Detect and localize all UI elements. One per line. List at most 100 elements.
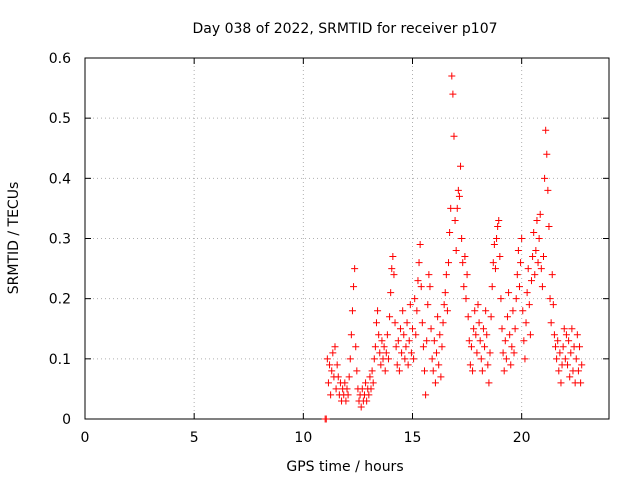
y-tick-label: 0.3 <box>49 232 71 248</box>
data-point <box>327 391 335 399</box>
data-point <box>545 222 553 230</box>
data-point <box>479 325 487 333</box>
data-point <box>547 319 555 327</box>
data-point <box>550 331 558 339</box>
data-point <box>458 235 466 242</box>
data-point <box>464 313 472 321</box>
data-point <box>346 355 354 363</box>
chart-title: Day 038 of 2022, SRMTID for receiver p10… <box>192 21 497 37</box>
data-point <box>529 253 537 261</box>
data-point <box>451 216 459 224</box>
data-point <box>393 361 401 369</box>
data-point <box>328 367 336 375</box>
data-point <box>412 331 420 339</box>
data-point <box>378 337 386 345</box>
data-point <box>472 331 480 339</box>
data-point <box>441 289 449 297</box>
data-point <box>333 361 341 369</box>
data-point <box>531 271 539 279</box>
data-point <box>567 349 575 357</box>
data-point <box>403 319 411 327</box>
data-point <box>434 313 442 321</box>
data-point <box>365 391 373 399</box>
data-point <box>392 343 400 351</box>
data-point <box>533 216 541 224</box>
data-point <box>484 361 492 369</box>
data-point <box>494 222 502 230</box>
data-point <box>526 331 534 339</box>
data-point <box>428 355 436 363</box>
data-point <box>447 204 455 212</box>
data-point <box>540 253 547 261</box>
data-point <box>514 247 522 255</box>
data-point <box>530 228 538 236</box>
data-point <box>425 271 433 279</box>
data-point <box>515 283 523 291</box>
data-point <box>471 307 479 315</box>
data-point <box>334 373 342 381</box>
data-point <box>351 265 359 273</box>
y-tick-label: 0 <box>62 412 71 428</box>
data-point <box>508 343 516 351</box>
data-point <box>374 307 382 315</box>
data-point <box>573 331 581 339</box>
data-point <box>568 325 576 333</box>
data-point <box>371 343 379 351</box>
data-point <box>421 367 429 375</box>
data-point <box>405 337 413 345</box>
data-point <box>331 343 339 351</box>
y-tick-label: 0.6 <box>49 51 71 67</box>
data-point <box>404 361 412 369</box>
data-point <box>519 307 527 315</box>
data-point <box>524 265 532 273</box>
data-point <box>453 204 461 212</box>
data-point <box>561 355 569 363</box>
data-point <box>497 295 505 303</box>
data-point <box>485 379 493 387</box>
data-point <box>398 349 406 357</box>
data-point <box>389 253 397 261</box>
data-point <box>557 379 565 387</box>
data-point <box>463 271 471 279</box>
data-point <box>572 355 580 363</box>
data-point <box>406 301 414 309</box>
data-point <box>564 361 572 369</box>
data-point <box>462 295 470 303</box>
data-point <box>422 391 430 399</box>
data-points <box>321 72 586 423</box>
data-point <box>489 259 497 267</box>
data-point <box>376 349 384 357</box>
data-point <box>416 241 424 249</box>
data-point <box>445 259 453 267</box>
data-point <box>449 90 457 98</box>
y-axis-label: SRMTID / TECUs <box>6 182 22 295</box>
data-point <box>386 313 394 321</box>
data-point <box>369 379 377 387</box>
axis-ticks <box>84 57 609 420</box>
data-point <box>415 259 423 267</box>
data-point <box>565 337 573 345</box>
data-point <box>448 72 456 80</box>
data-point <box>474 301 482 309</box>
data-point <box>401 355 409 363</box>
data-point <box>481 343 489 351</box>
data-point <box>433 349 441 357</box>
data-point <box>521 355 529 363</box>
data-point <box>513 271 521 279</box>
data-point <box>527 277 535 285</box>
data-point <box>509 307 517 315</box>
data-point <box>383 331 391 339</box>
data-point <box>357 403 365 411</box>
data-point <box>324 379 332 387</box>
data-point <box>499 349 507 357</box>
data-point <box>423 337 431 345</box>
data-point <box>437 373 445 381</box>
data-point <box>457 162 465 170</box>
data-point <box>366 373 374 381</box>
data-point <box>478 367 486 375</box>
data-point <box>395 367 403 375</box>
data-point <box>367 385 375 393</box>
data-point <box>440 301 448 309</box>
data-point <box>576 343 584 351</box>
